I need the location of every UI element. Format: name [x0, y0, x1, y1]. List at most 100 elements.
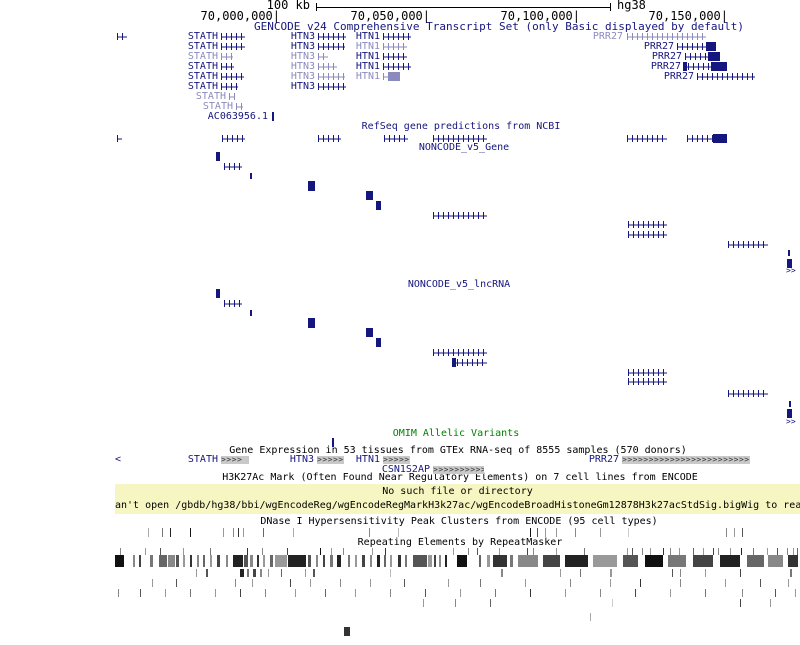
- peak-tick[interactable]: [162, 528, 163, 537]
- peak-tick[interactable]: [160, 548, 161, 555]
- omim-variant-tick[interactable]: [332, 438, 334, 447]
- gene-label[interactable]: HTN3: [290, 81, 315, 92]
- feature-block[interactable]: [376, 338, 381, 347]
- clipped-item-arrows[interactable]: >>: [786, 417, 796, 426]
- peak-tick[interactable]: [734, 528, 735, 537]
- feature-block[interactable]: [216, 152, 220, 161]
- peak-tick[interactable]: [787, 548, 788, 555]
- track-title-gtex[interactable]: Gene Expression in 53 tissues from GTEx …: [229, 445, 687, 456]
- repeat-block[interactable]: [428, 555, 432, 567]
- peak-tick[interactable]: [460, 589, 461, 597]
- repeat-block[interactable]: [305, 569, 306, 577]
- peak-tick[interactable]: [120, 548, 121, 555]
- feature-block[interactable]: [308, 181, 315, 191]
- transcript-structure[interactable]: [383, 63, 411, 70]
- repeat-block[interactable]: [645, 555, 663, 567]
- transcript-structure[interactable]: [221, 33, 245, 40]
- clipped-item-arrows[interactable]: >>: [786, 266, 796, 275]
- repeat-block[interactable]: [593, 555, 617, 567]
- repeat-block[interactable]: [390, 569, 391, 577]
- transcript-structure[interactable]: [685, 52, 720, 61]
- peak-tick[interactable]: [525, 579, 526, 587]
- transcript-structure[interactable]: [687, 134, 727, 143]
- repeat-block[interactable]: [518, 555, 538, 567]
- peak-tick[interactable]: [670, 548, 671, 555]
- feature-block[interactable]: [250, 310, 252, 316]
- track-title-gencode[interactable]: GENCODE v24 Comprehensive Transcript Set…: [253, 20, 745, 33]
- transcript-structure[interactable]: [318, 43, 345, 50]
- repeat-block[interactable]: [168, 555, 175, 567]
- gene-label[interactable]: AC063956.1: [207, 111, 268, 122]
- repeat-block[interactable]: [275, 555, 287, 567]
- repeat-block[interactable]: [260, 569, 262, 577]
- peak-tick[interactable]: [404, 579, 405, 587]
- peak-tick[interactable]: [490, 599, 491, 607]
- peak-tick[interactable]: [290, 579, 291, 587]
- transcript-structure[interactable]: [728, 241, 768, 248]
- repeat-block[interactable]: [747, 555, 764, 567]
- transcript-structure[interactable]: [384, 135, 408, 142]
- repeat-block[interactable]: [133, 555, 135, 567]
- gene-label[interactable]: STATH: [187, 71, 218, 82]
- peak-tick[interactable]: [635, 589, 636, 597]
- repeat-block[interactable]: [705, 569, 706, 577]
- peak-tick[interactable]: [355, 589, 356, 597]
- peak-tick[interactable]: [740, 599, 741, 607]
- peak-tick[interactable]: [527, 548, 528, 555]
- repeat-block[interactable]: [493, 555, 507, 567]
- peak-tick[interactable]: [145, 548, 146, 555]
- repeat-block[interactable]: [668, 555, 686, 567]
- peak-tick[interactable]: [265, 589, 266, 597]
- repeat-block[interactable]: [487, 555, 490, 567]
- repeat-block[interactable]: [268, 569, 269, 577]
- gene-label[interactable]: STATH: [187, 31, 218, 42]
- repeat-block[interactable]: [159, 555, 167, 567]
- gene-label[interactable]: HTN1: [355, 31, 380, 42]
- peak-tick[interactable]: [331, 548, 332, 555]
- peak-tick[interactable]: [176, 579, 177, 587]
- feature-block[interactable]: [789, 401, 791, 407]
- peak-tick[interactable]: [570, 579, 571, 587]
- repeat-block[interactable]: [139, 555, 141, 567]
- peak-tick[interactable]: [343, 548, 344, 555]
- feature-block[interactable]: [366, 328, 373, 337]
- peak-tick[interactable]: [705, 589, 706, 597]
- peak-tick[interactable]: [590, 613, 591, 621]
- transcript-structure[interactable]: [683, 62, 727, 71]
- gene-label[interactable]: PRR27: [663, 71, 694, 82]
- transcript-structure[interactable]: [433, 212, 487, 219]
- gene-label[interactable]: HTN1: [355, 454, 380, 465]
- expression-direction-bar[interactable]: >>>>: [221, 456, 249, 464]
- peak-tick[interactable]: [565, 589, 566, 597]
- peak-tick[interactable]: [148, 528, 149, 537]
- peak-tick[interactable]: [767, 548, 768, 555]
- peak-tick[interactable]: [777, 548, 778, 555]
- transcript-structure[interactable]: [628, 231, 667, 238]
- clipped-transcript[interactable]: [117, 135, 122, 142]
- repeat-block[interactable]: [405, 555, 407, 567]
- peak-tick[interactable]: [642, 548, 643, 555]
- gene-label[interactable]: HTN3: [289, 454, 314, 465]
- expression-direction-bar[interactable]: >>>>>: [317, 456, 344, 464]
- gene-label[interactable]: PRR27: [651, 51, 682, 62]
- gene-label[interactable]: CSN1S2AP: [381, 464, 430, 475]
- repeat-block[interactable]: [510, 555, 513, 567]
- peak-tick[interactable]: [537, 528, 538, 537]
- repeat-block[interactable]: [413, 555, 427, 567]
- peak-tick[interactable]: [252, 579, 253, 587]
- repeat-block[interactable]: [623, 555, 638, 567]
- peak-tick[interactable]: [753, 548, 754, 555]
- peak-tick[interactable]: [320, 548, 321, 555]
- repeat-block[interactable]: [398, 555, 401, 567]
- track-title-repeatmasker[interactable]: Repeating Elements by RepeatMasker: [357, 537, 563, 548]
- feature-block[interactable]: [787, 409, 792, 418]
- transcript-structure[interactable]: [236, 103, 243, 110]
- peak-tick[interactable]: [612, 599, 613, 607]
- repeat-block[interactable]: [270, 555, 273, 567]
- peak-tick[interactable]: [575, 528, 576, 537]
- repeat-block[interactable]: [217, 555, 220, 567]
- peak-tick[interactable]: [190, 528, 191, 537]
- peak-tick[interactable]: [118, 589, 119, 597]
- peak-tick[interactable]: [448, 579, 449, 587]
- peak-tick[interactable]: [453, 548, 454, 555]
